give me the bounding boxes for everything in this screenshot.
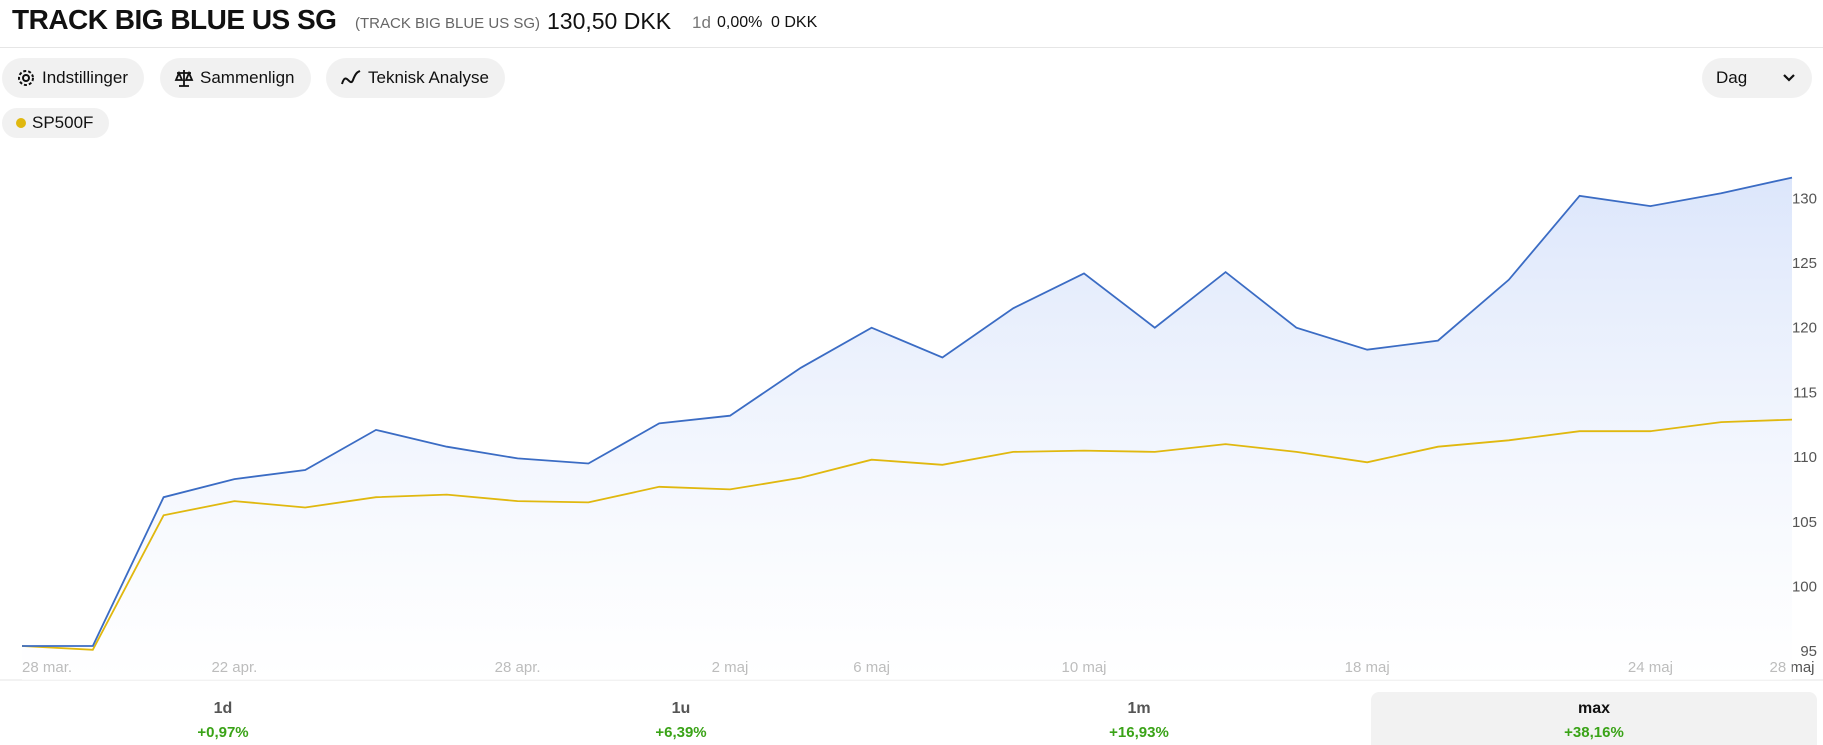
scale-icon (174, 70, 194, 87)
period-change: +38,16% (1564, 724, 1624, 741)
period-change: +0,97% (197, 724, 249, 741)
y-tick-label: 110 (1793, 449, 1817, 466)
y-tick-label: 115 (1793, 384, 1817, 401)
technical-label: Teknisk Analyse (368, 68, 489, 87)
change-pct: 0,00% (717, 14, 763, 31)
y-tick-label: 105 (1792, 514, 1817, 531)
period-change: +16,93% (1109, 724, 1169, 741)
price: 130,50 DKK (547, 8, 672, 34)
y-tick-label: 125 (1792, 255, 1817, 272)
interval-label: Dag (1716, 68, 1748, 87)
legend-dot (16, 118, 26, 128)
title: TRACK BIG BLUE US SG (12, 4, 337, 35)
chevron (1783, 74, 1795, 82)
period-label: 1m (1127, 700, 1151, 717)
interval-dropdown[interactable]: Dag (1702, 58, 1812, 98)
period-change: +6,39% (655, 724, 707, 741)
period-tab[interactable]: max +38,16% (1371, 692, 1817, 745)
technical-button[interactable]: Teknisk Analyse (326, 58, 505, 98)
series-line (22, 176, 1793, 647)
legend-chip[interactable]: SP500F (2, 108, 110, 138)
period-label: 1u (671, 700, 691, 717)
y-tick-label: 130 (1792, 190, 1817, 207)
y-tick-label: 95 (1800, 643, 1817, 660)
period-label: max (1577, 700, 1611, 717)
gear-icon (18, 70, 34, 86)
period-tab[interactable]: 1m +16,93% (916, 692, 1362, 745)
period: 1d (692, 13, 711, 32)
separator (0, 47, 1823, 48)
series-line (21, 418, 1793, 651)
legend-label: SP500F (32, 113, 94, 132)
period-tab[interactable]: 1u +6,39% (458, 692, 904, 745)
settings-label: Indstillinger (42, 68, 128, 87)
trend-icon (341, 70, 361, 85)
compare-button[interactable]: Sammenlign (160, 58, 311, 98)
y-tick-label: 120 (1792, 320, 1817, 337)
subtitle: (TRACK BIG BLUE US SG) (355, 15, 541, 32)
area-fill (22, 177, 1792, 680)
period-label: 1d (213, 700, 233, 717)
change-abs: 0 DKK (771, 14, 818, 31)
period-tab[interactable]: 1d +0,97% (0, 692, 446, 745)
y-tick-label: 100 (1792, 578, 1817, 595)
settings-button[interactable]: Indstillinger (2, 58, 144, 98)
compare-label: Sammenlign (200, 68, 295, 87)
